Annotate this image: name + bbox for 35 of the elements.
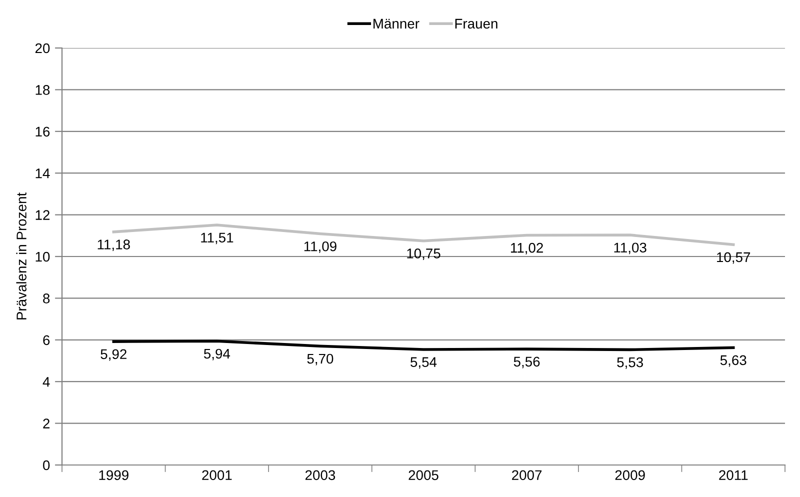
data-label: 11,18 (98, 240, 130, 252)
x-tick-label: 2009 (615, 470, 645, 480)
data-label: 5,53 (617, 357, 643, 369)
x-tick-label: 2005 (408, 470, 438, 480)
x-tick-label: 2011 (719, 470, 748, 480)
data-label: 10,75 (407, 248, 440, 260)
data-label: 5,92 (100, 349, 126, 361)
y-tick-label: 16 (36, 126, 50, 137)
data-label: 11,02 (510, 242, 543, 254)
y-tick-label: 10 (36, 252, 50, 262)
legend-label: Männer (374, 18, 420, 29)
x-tick-label: 1999 (99, 470, 128, 480)
data-label: 5,63 (720, 355, 746, 367)
y-tick-label: 18 (36, 85, 50, 95)
y-tick-label: 0 (43, 460, 50, 470)
data-label: 10,57 (717, 252, 750, 264)
y-tick-label: 2 (43, 418, 50, 428)
data-label: 11,03 (614, 242, 646, 254)
data-label: 5,54 (410, 357, 437, 369)
y-tick-label: 4 (42, 377, 50, 387)
y-tick-label: 20 (35, 43, 50, 54)
y-axis-title: Prävalenz in Prozent (16, 192, 26, 320)
x-tick-label: 2003 (305, 470, 336, 480)
data-label: 11,51 (201, 232, 234, 244)
data-label: 5,94 (204, 348, 230, 360)
y-tick-label: 14 (36, 168, 50, 178)
y-tick-label: 6 (43, 335, 50, 346)
data-label: 5,70 (307, 354, 334, 366)
data-label: 11,09 (304, 241, 336, 253)
y-tick-label: 8 (43, 294, 50, 304)
data-label: 5,56 (514, 356, 540, 368)
x-tick-label: 2001 (202, 470, 232, 480)
legend-label: Frauen (455, 18, 498, 29)
x-tick-label: 2007 (512, 470, 542, 480)
y-tick-label: 12 (36, 210, 50, 220)
